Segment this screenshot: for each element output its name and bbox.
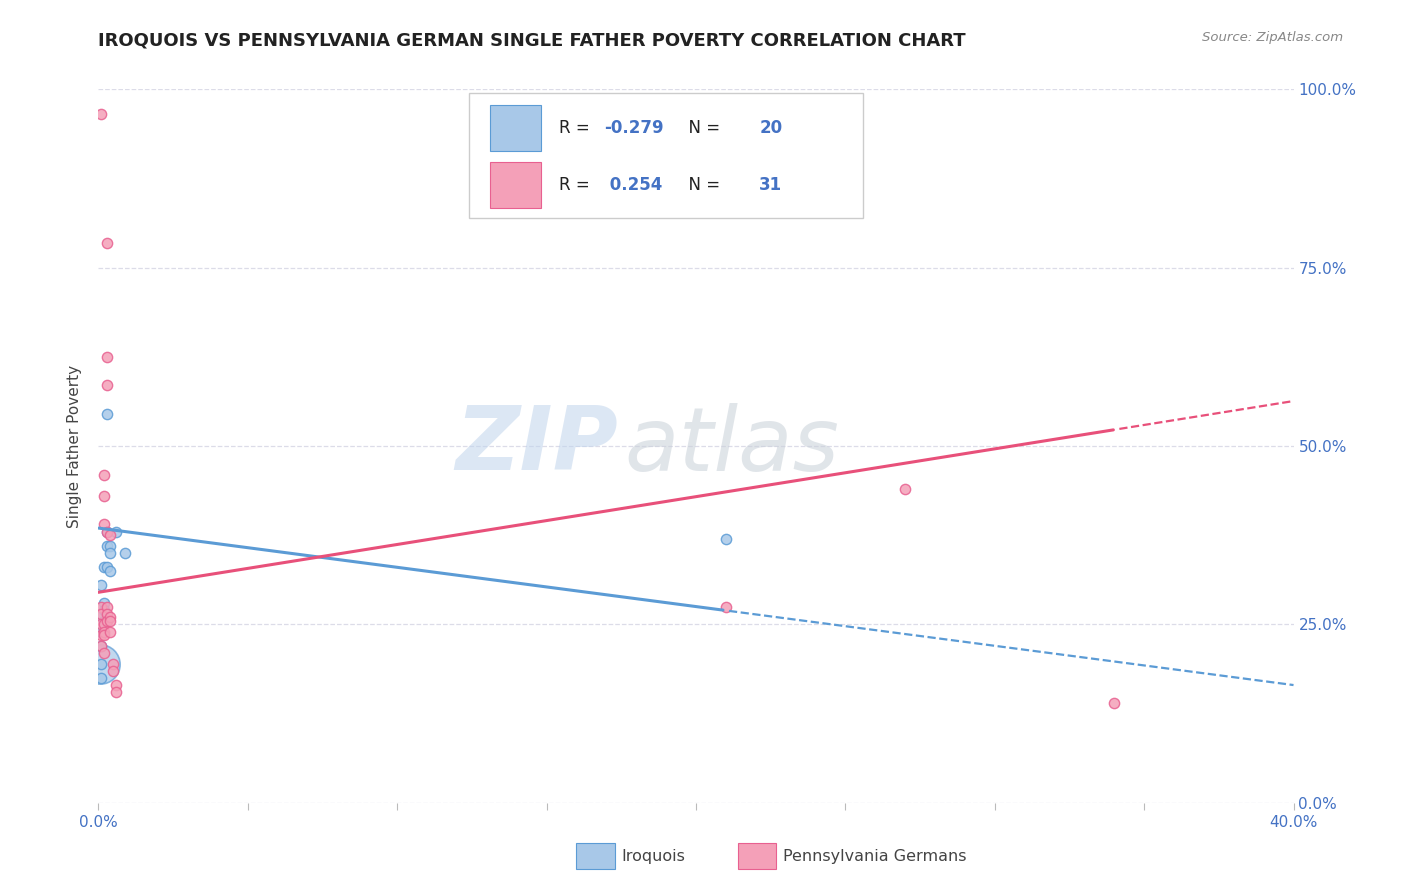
- Y-axis label: Single Father Poverty: Single Father Poverty: [67, 365, 83, 527]
- Point: [96, 350, 118, 364]
- Text: 0.254: 0.254: [605, 177, 662, 194]
- Point: [93, 646, 115, 660]
- Point: [96, 235, 118, 250]
- Text: Iroquois: Iroquois: [621, 849, 686, 863]
- Point: [93, 467, 115, 482]
- Point: [93, 560, 115, 574]
- FancyBboxPatch shape: [491, 104, 540, 151]
- Text: R =: R =: [558, 177, 595, 194]
- Point: [96, 407, 118, 421]
- Point: [103, 664, 125, 678]
- Point: [114, 546, 136, 560]
- Text: ZIP: ZIP: [456, 402, 619, 490]
- Point: [714, 532, 737, 546]
- Text: atlas: atlas: [624, 403, 839, 489]
- Text: -0.279: -0.279: [605, 119, 664, 136]
- Text: N =: N =: [678, 119, 725, 136]
- Point: [96, 539, 118, 553]
- Point: [90, 578, 112, 592]
- Point: [90, 639, 112, 653]
- FancyBboxPatch shape: [738, 844, 776, 869]
- Point: [93, 517, 115, 532]
- Point: [90, 607, 112, 621]
- Point: [90, 607, 112, 621]
- Point: [96, 607, 118, 621]
- Point: [714, 599, 737, 614]
- Text: N =: N =: [678, 177, 725, 194]
- Text: Source: ZipAtlas.com: Source: ZipAtlas.com: [1202, 31, 1343, 45]
- Point: [894, 482, 917, 496]
- Text: 31: 31: [759, 177, 782, 194]
- Point: [93, 603, 115, 617]
- Point: [100, 546, 122, 560]
- Point: [90, 599, 112, 614]
- Point: [93, 628, 115, 642]
- Point: [93, 617, 115, 632]
- Point: [93, 596, 115, 610]
- FancyBboxPatch shape: [470, 93, 863, 218]
- Point: [90, 107, 112, 121]
- FancyBboxPatch shape: [491, 162, 540, 209]
- Point: [100, 539, 122, 553]
- Point: [93, 489, 115, 503]
- Point: [93, 614, 115, 628]
- Point: [90, 624, 112, 639]
- Point: [105, 678, 128, 692]
- Point: [100, 528, 122, 542]
- Text: R =: R =: [558, 119, 595, 136]
- Text: 20: 20: [759, 119, 782, 136]
- Point: [96, 599, 118, 614]
- Text: IROQUOIS VS PENNSYLVANIA GERMAN SINGLE FATHER POVERTY CORRELATION CHART: IROQUOIS VS PENNSYLVANIA GERMAN SINGLE F…: [98, 31, 966, 49]
- Point: [90, 628, 112, 642]
- Point: [103, 657, 125, 671]
- Point: [100, 624, 122, 639]
- Point: [105, 685, 128, 699]
- Point: [90, 617, 112, 632]
- Point: [96, 614, 118, 628]
- Text: Pennsylvania Germans: Pennsylvania Germans: [783, 849, 967, 863]
- Point: [89, 657, 111, 671]
- FancyBboxPatch shape: [576, 844, 614, 869]
- Point: [100, 614, 122, 628]
- Point: [96, 524, 118, 539]
- Point: [96, 560, 118, 574]
- Point: [90, 657, 112, 671]
- Point: [96, 378, 118, 392]
- Point: [93, 624, 115, 639]
- Point: [90, 671, 112, 685]
- Point: [90, 639, 112, 653]
- Point: [100, 610, 122, 624]
- Point: [96, 524, 118, 539]
- Point: [100, 564, 122, 578]
- Point: [1104, 696, 1126, 710]
- Point: [105, 524, 128, 539]
